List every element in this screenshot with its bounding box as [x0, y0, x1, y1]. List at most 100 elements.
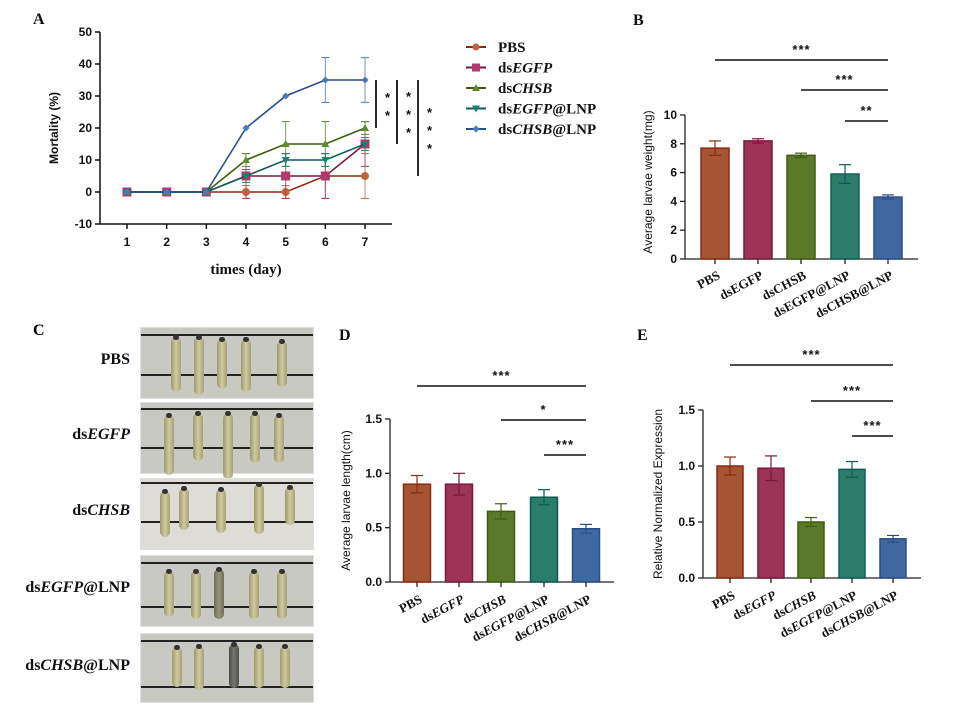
panel-a-letter: A: [33, 11, 45, 28]
y-tick-label: 1.5: [678, 403, 695, 417]
larva: [249, 569, 259, 619]
significance-label: ***: [802, 347, 820, 362]
x-tick-label: dsEGFP: [717, 267, 766, 302]
bar-dschsb: [786, 154, 816, 260]
legend-item: dsCHSB@LNP: [466, 122, 596, 138]
larvae-row-label: dsEGFP@LNP: [25, 579, 130, 596]
ruler-line: [141, 334, 313, 336]
larva: [191, 569, 201, 619]
significance-label: ***: [492, 368, 510, 383]
ruler-line: [141, 606, 313, 608]
bar-dsegfp-at-lnp: [838, 468, 866, 579]
y-tick-label: 1.0: [365, 466, 382, 480]
data-point: [321, 157, 330, 164]
ruler-line: [141, 374, 313, 376]
data-point: [281, 157, 290, 164]
legend-label: dsEGFP: [498, 61, 553, 77]
larva: [254, 482, 264, 534]
panel-c-letter: C: [33, 322, 45, 339]
larvae-row-label: dsCHSB@LNP: [25, 657, 130, 674]
larva: [241, 337, 251, 392]
data-point: [163, 188, 171, 196]
bar-dsegfp: [757, 467, 785, 579]
panel-e-bar-chart: E 0.0 0.5 1.0 1.5 Relative Normalized Express…: [637, 327, 921, 641]
legend-marker: [472, 84, 480, 91]
larvae-row-label: PBS: [100, 351, 130, 368]
significance-star: *: [406, 89, 412, 104]
data-point: [242, 173, 250, 180]
larva: [214, 567, 224, 619]
larvae-photo-pbs: [140, 327, 314, 399]
bar-group: dsEGFP: [418, 472, 474, 627]
data-point: [123, 188, 131, 196]
panel-b-letter: B: [633, 12, 644, 29]
significance-label: *: [540, 402, 546, 417]
larva: [193, 411, 203, 461]
panel-e-letter: E: [637, 327, 648, 344]
y-tick-label: 1.0: [678, 459, 695, 473]
panel-a-mortality-chart: A -10 0 10 20 30 40 50 1 2 3 4 5 6 7 times (day) Mortali…: [33, 11, 596, 278]
legend-label: dsCHSB: [498, 81, 552, 97]
y-tick-label: 0.5: [678, 515, 695, 529]
data-point: [321, 76, 329, 84]
legend-item: dsEGFP@LNP: [466, 102, 596, 118]
legend-label: dsEGFP@LNP: [498, 102, 596, 118]
data-point: [361, 172, 369, 180]
legend-marker: [472, 125, 480, 133]
bar-dsegfp: [444, 483, 474, 583]
y-axis-label: Relative Normalized Expression: [651, 409, 665, 579]
y-tick-label: 8: [670, 137, 677, 151]
panel-b-bar-chart: B 0 2 4 6 8 10 Average larvae weight(mg) PBSdsEG…: [633, 12, 918, 321]
significance-label: **: [860, 103, 872, 118]
panel-a-x-tick-label: 2: [163, 235, 170, 249]
larva: [277, 569, 287, 619]
legend-item: PBS: [466, 40, 526, 56]
bar-dschsb: [486, 510, 516, 583]
data-point: [281, 171, 291, 181]
ruler-line: [141, 521, 313, 523]
y-tick-label: 0.5: [365, 521, 382, 535]
significance-star: *: [385, 90, 391, 105]
ruler-line: [141, 562, 313, 564]
legend-marker: [472, 63, 480, 72]
bar-group: PBS: [396, 474, 432, 616]
significance-star: *: [427, 123, 433, 138]
bar-dschsb: [797, 521, 825, 579]
data-point: [361, 76, 369, 84]
larva: [250, 411, 260, 463]
significance-star: *: [406, 107, 412, 122]
larva: [216, 487, 226, 533]
y-axis-label: Average larvae weight(mg): [641, 110, 655, 253]
significance-label: ***: [863, 418, 881, 433]
bar-dschsb-at-lnp: [571, 528, 601, 583]
data-point: [320, 171, 330, 181]
legend-label: PBS: [498, 40, 526, 56]
panel-a-x-tick-label: 6: [322, 235, 329, 249]
legend-item: dsEGFP: [466, 61, 553, 77]
legend-item: dsCHSB: [466, 81, 552, 97]
larvae-photo-dschsb: [140, 478, 314, 550]
larva: [164, 413, 174, 475]
larva: [274, 413, 284, 463]
larva: [194, 335, 204, 395]
panel-a-x-tick-label: 7: [362, 235, 369, 249]
bar-dschsb-at-lnp: [873, 196, 903, 260]
data-point: [321, 140, 330, 147]
ruler-line: [141, 686, 313, 688]
y-tick-label: 6: [670, 166, 677, 180]
panel-a-y-tick-label: -10: [75, 217, 93, 231]
significance-star: *: [385, 108, 391, 123]
panel-a-y-tick-label: 40: [79, 57, 93, 71]
x-tick-label: dsEGFP: [418, 591, 467, 627]
ruler-line: [141, 408, 313, 410]
panel-a-x-tick-label: 5: [282, 235, 289, 249]
ruler-line: [141, 640, 313, 642]
larva: [179, 486, 189, 530]
larvae-photo-dschsb-at-lnp: [140, 633, 314, 703]
larvae-row-label: dsCHSB: [72, 502, 130, 519]
data-point: [281, 140, 290, 147]
significance-label: ***: [556, 437, 574, 452]
legend-label: dsCHSB@LNP: [498, 122, 596, 138]
significance-label: ***: [835, 72, 853, 87]
